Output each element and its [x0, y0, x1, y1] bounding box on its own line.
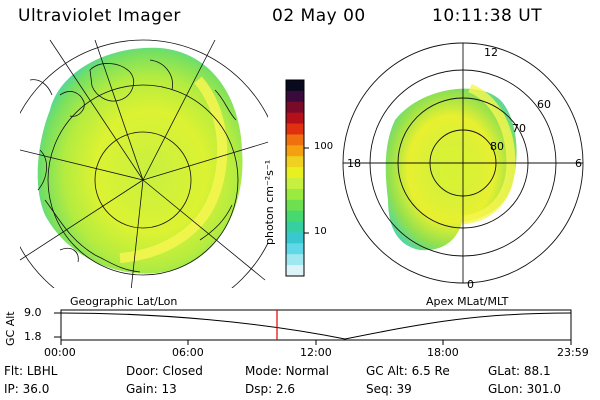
latitude-grid: [20, 39, 268, 288]
timeline-xtick-2359: 23:59: [557, 346, 589, 359]
coastlines: [29, 59, 237, 273]
colorbar-band: [286, 90, 304, 103]
colorbar-band: [286, 112, 304, 125]
timeline-xtick-0600: 06:00: [172, 346, 204, 359]
colorbar-tick-100: 100: [314, 141, 334, 152]
colorbar-band: [286, 101, 304, 114]
colorbar-band: [286, 188, 304, 201]
info-dsp: Dsp: 2.6: [245, 382, 296, 396]
instrument-title: Ultraviolet Imager: [18, 6, 181, 26]
time-label: 10:11:38 UT: [432, 6, 543, 26]
colorbar-band: [286, 221, 304, 233]
timeline-ytick-9: 9.0: [24, 306, 42, 319]
info-glon: GLon: 301.0: [488, 382, 561, 396]
colorbar-unit-label: photon cm⁻²s⁻¹: [263, 159, 276, 245]
mlt-label-12: 12: [484, 46, 498, 59]
colorbar-band: [286, 199, 304, 212]
mlat-label-80: 80: [490, 140, 504, 153]
mlt-label-0: 0: [467, 278, 474, 291]
colorbar-band: [286, 167, 304, 179]
colorbar-band: [286, 265, 304, 277]
aurora-oval-arc: [119, 76, 228, 263]
colorbar-band: [286, 243, 304, 255]
colorbar-band: [286, 254, 304, 266]
info-mode: Mode: Normal: [245, 364, 329, 378]
mlat-label-70: 70: [512, 122, 526, 135]
timeline-xtick-1200: 12:00: [300, 346, 332, 359]
timeline-xtick-1800: 18:00: [427, 346, 459, 359]
colorbar-band: [286, 134, 304, 146]
info-flt: Flt: LBHL: [4, 364, 58, 378]
timeline-xtick-0000: 00:00: [44, 346, 76, 359]
info-door: Door: Closed: [126, 364, 203, 378]
date-label: 02 May 00: [272, 6, 366, 26]
info-gcalt: GC Alt: 6.5 Re: [366, 364, 450, 378]
colorbar-band: [286, 156, 304, 168]
colorbar-band: [286, 145, 304, 157]
colorbar-band: [286, 232, 304, 244]
apex-caption: Apex MLat/MLT: [426, 295, 509, 308]
info-gain: Gain: 13: [126, 382, 177, 396]
colorbar-band: [286, 80, 304, 92]
colorbar-band: [286, 210, 304, 223]
meridian-grid: [20, 39, 268, 288]
info-ip: IP: 36.0: [4, 382, 50, 396]
mlat-grid: [342, 42, 584, 284]
timeline-axis-label: GC Alt: [4, 311, 17, 346]
colorbar-band: [286, 178, 304, 190]
colorbar-band: [286, 123, 304, 135]
geographic-caption: Geographic Lat/Lon: [70, 295, 178, 308]
colorbar-tick-10: 10: [314, 226, 327, 237]
polar-map: [342, 42, 584, 284]
colorbar: [285, 79, 309, 277]
mlt-label-18: 18: [347, 157, 361, 170]
aurora-disk: [37, 47, 243, 274]
timeline-ytick-1.8: 1.8: [24, 330, 42, 343]
geographic-map: [20, 39, 268, 288]
mlt-label-6: 6: [575, 157, 582, 170]
info-glat: GLat: 88.1: [488, 364, 551, 378]
mlat-label-60: 60: [537, 98, 551, 111]
orbit-timeline: [54, 309, 572, 345]
info-seq: Seq: 39: [366, 382, 412, 396]
